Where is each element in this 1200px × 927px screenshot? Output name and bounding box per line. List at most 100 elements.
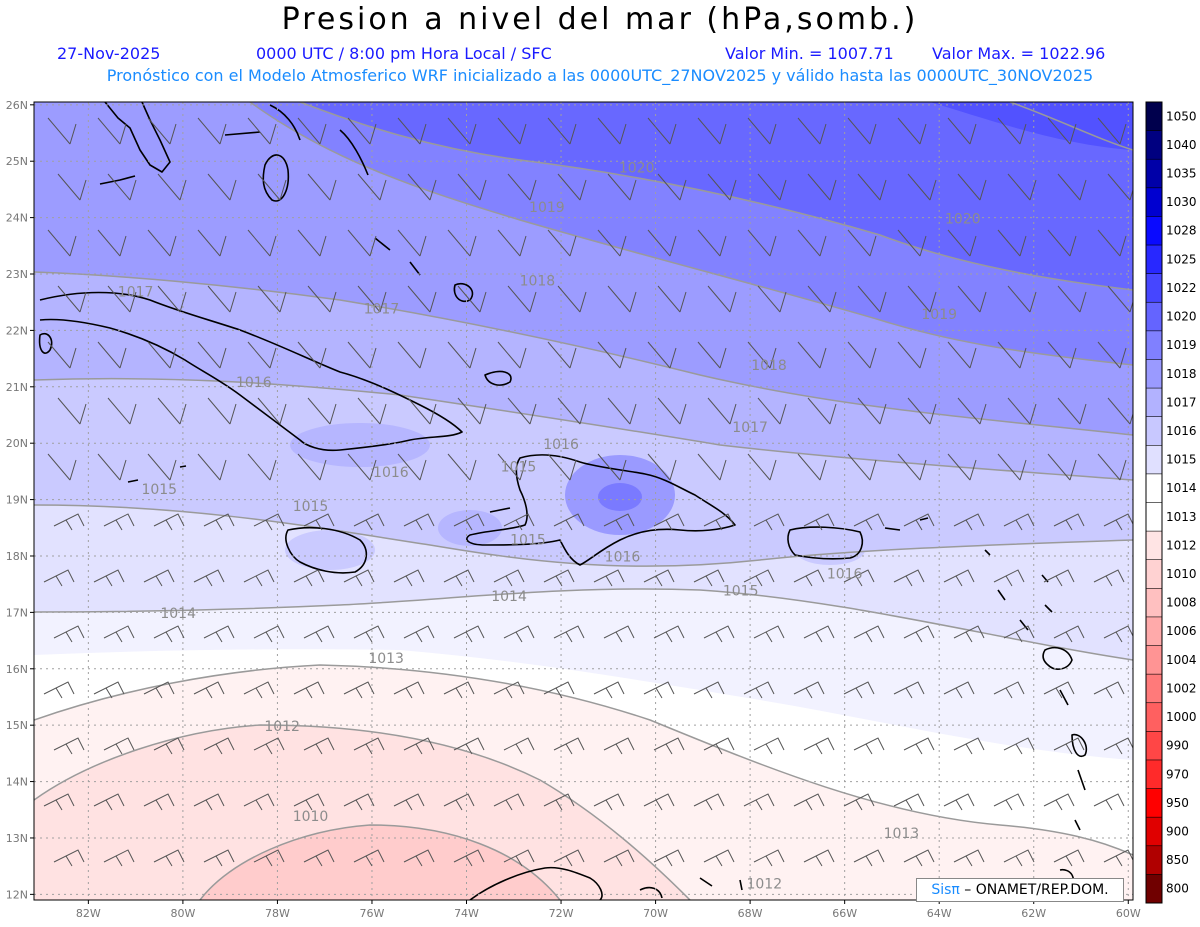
wind-barb [297, 229, 327, 257]
wind-barb [693, 569, 725, 587]
wind-barb [453, 513, 485, 531]
wind-barb [653, 625, 685, 643]
wind-barb [997, 341, 1027, 369]
wind-barb [703, 849, 735, 867]
colorbar-swatch [1146, 674, 1162, 704]
wind-barb [943, 793, 975, 811]
bahamas-andros [262, 154, 290, 202]
wind-barb [103, 849, 135, 867]
wind-barb [47, 117, 77, 145]
wind-barb [747, 229, 777, 257]
contour-label: 1015 [510, 533, 546, 549]
wind-barb [697, 341, 727, 369]
curacao-aruba [699, 877, 743, 891]
wind-barb [93, 681, 125, 699]
wind-barb [43, 681, 75, 699]
wind-barb [207, 173, 237, 201]
colorbar-swatch [1146, 359, 1162, 389]
puerto-rico-coast [787, 526, 864, 560]
wind-barb [193, 793, 225, 811]
wind-barb [847, 229, 877, 257]
colorbar-label: 1010 [1166, 567, 1197, 581]
wind-barb [753, 737, 785, 755]
wind-barb [743, 681, 775, 699]
contour-label: 1016 [827, 567, 863, 583]
wind-barb [407, 397, 437, 425]
wind-barb [703, 625, 735, 643]
colorbar-swatch [1146, 759, 1162, 790]
lon-tick-label: 70W [643, 907, 668, 920]
contour-label: 1020 [619, 160, 655, 176]
wind-barb [947, 229, 977, 257]
wind-barb [1093, 793, 1125, 811]
wind-barb [143, 681, 175, 699]
wind-barb [797, 229, 827, 257]
colorbar-label: 1020 [1166, 310, 1197, 324]
wind-barb [907, 173, 937, 201]
lat-tick-label: 16N [6, 663, 28, 676]
wind-barb [53, 849, 85, 867]
wind-barb [747, 117, 777, 145]
contour-label: 1013 [884, 826, 920, 842]
plot-frame [33, 101, 1134, 901]
wind-barb [853, 625, 885, 643]
wind-barb [897, 341, 927, 369]
wind-barb [443, 569, 475, 587]
wind-barb [103, 513, 135, 531]
wind-barb [1007, 285, 1037, 313]
wind-barb [1047, 341, 1077, 369]
lon-tick-label: 74W [454, 907, 479, 920]
colorbar-swatch [1146, 473, 1162, 503]
wind-barb [957, 397, 987, 425]
colorbar-label: 990 [1166, 739, 1189, 753]
colorbar-swatch [1146, 159, 1162, 189]
wind-barb [547, 117, 577, 145]
wind-barb [657, 173, 687, 201]
wind-barb [393, 569, 425, 587]
wind-barb [1053, 849, 1085, 867]
wind-barb [503, 513, 535, 531]
wind-barb [953, 625, 985, 643]
wind-barb [1107, 285, 1133, 313]
wind-barb [803, 625, 835, 643]
lon-tick-label: 62W [1021, 907, 1046, 920]
wind-barb [1003, 737, 1035, 755]
wind-barb [897, 453, 927, 481]
wind-barb [707, 285, 737, 313]
wind-barb [547, 453, 577, 481]
wind-barb [703, 513, 735, 531]
wind-barb [497, 229, 527, 257]
band-1014 [34, 588, 1133, 760]
wind-barb [1107, 173, 1133, 201]
colorbar-swatch [1146, 445, 1162, 475]
wind-barb [1103, 513, 1133, 531]
wind-barb [53, 737, 85, 755]
wind-barb [153, 625, 185, 643]
wind-barb [893, 681, 925, 699]
st-lucia-st-vincent [1074, 769, 1086, 831]
wind-barb [97, 453, 127, 481]
wind-barb [343, 681, 375, 699]
min-value: Valor Min. = 1007.71 [725, 44, 894, 63]
wind-barb [457, 173, 487, 201]
colorbar-swatch [1146, 616, 1162, 647]
lon-tick-label: 80W [170, 907, 195, 920]
wind-barb [597, 341, 627, 369]
high-cell-haiti [438, 510, 502, 546]
wind-barb [907, 285, 937, 313]
wind-barb [447, 117, 477, 145]
wind-barb [643, 793, 675, 811]
wind-barb [1053, 737, 1085, 755]
wind-barb [147, 117, 177, 145]
forecast-subtitle: Pronóstico con el Modelo Atmosferico WRF… [106, 66, 1094, 85]
wind-barb [847, 341, 877, 369]
colorbar-label: 1015 [1166, 453, 1197, 467]
wind-barb [1003, 513, 1035, 531]
wind-barb [1003, 849, 1035, 867]
wind-barb [353, 625, 385, 643]
wind-barb [197, 229, 227, 257]
wind-barb [543, 793, 575, 811]
wind-barb [697, 229, 727, 257]
wind-barb [797, 341, 827, 369]
wind-barb [543, 569, 575, 587]
